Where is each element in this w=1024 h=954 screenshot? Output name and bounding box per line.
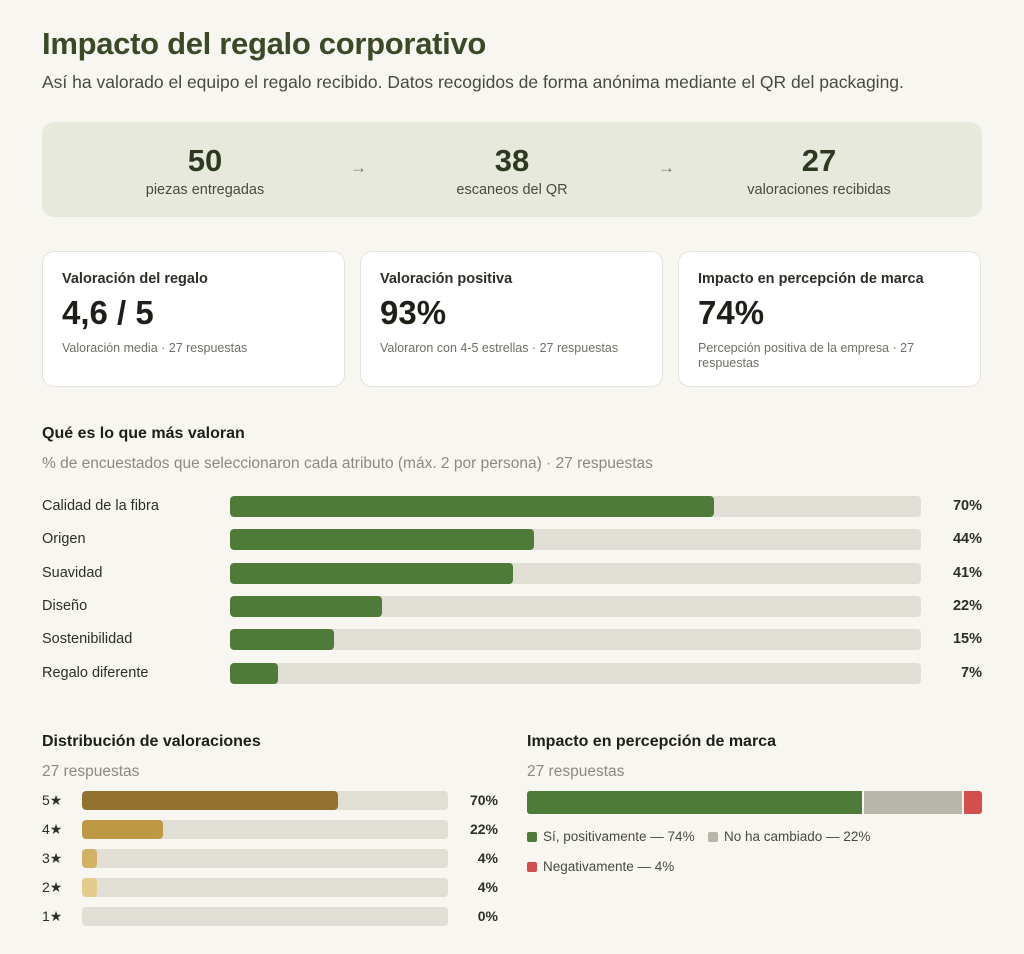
kpi-card-positive: Valoración positiva 93% Valoraron con 4-… xyxy=(360,251,663,387)
funnel-step-label: escaneos del QR xyxy=(456,182,568,198)
attribute-label: Diseño xyxy=(42,598,88,614)
attribute-bar-row: Suavidad 41% xyxy=(42,563,982,585)
attributes-subtitle: % de encuestados que seleccionaron cada … xyxy=(42,455,653,472)
rating-bar-row: 3★ 4% xyxy=(42,849,498,869)
rating-bar-track xyxy=(82,907,448,926)
arrow-right-icon: → xyxy=(350,158,367,177)
attribute-bar xyxy=(230,663,279,684)
rating-bar-track xyxy=(82,791,448,810)
legend-label: Negativamente — 4% xyxy=(543,859,675,874)
kpi-title: Impacto en percepción de marca xyxy=(698,271,924,287)
attribute-bar-track xyxy=(230,563,921,584)
legend-swatch xyxy=(527,862,537,872)
kpi-value: 74% xyxy=(698,294,765,331)
attribute-bar-track xyxy=(230,529,921,550)
attribute-bar xyxy=(230,629,334,650)
funnel-step-value: 38 xyxy=(494,143,530,178)
attribute-bar xyxy=(230,496,714,517)
arrow-right-icon: → xyxy=(658,158,675,177)
attribute-label: Regalo diferente xyxy=(42,665,149,681)
legend-swatch xyxy=(708,832,718,842)
rating-bar xyxy=(82,820,163,839)
attribute-label: Calidad de la fibra xyxy=(42,498,159,514)
rating-bar-row: 4★ 22% xyxy=(42,820,498,840)
page-title: Impacto del regalo corporativo xyxy=(42,26,487,61)
rating-value-label: 4% xyxy=(477,879,498,895)
attribute-bar xyxy=(230,529,535,550)
attribute-bar-track xyxy=(230,629,921,650)
attribute-label: Sostenibilidad xyxy=(42,631,133,647)
attribute-value-label: 41% xyxy=(952,565,982,581)
attribute-value-label: 22% xyxy=(952,598,982,614)
rating-bar-row: 1★ 0% xyxy=(42,907,498,927)
rating-bar-track xyxy=(82,820,448,839)
kpi-value: 93% xyxy=(380,294,447,331)
ratings-subtitle: 27 respuestas xyxy=(42,763,140,780)
rating-value-label: 0% xyxy=(477,908,498,924)
kpi-subtext: Valoraron con 4-5 estrellas · 27 respues… xyxy=(380,341,619,355)
perception-subtitle: 27 respuestas xyxy=(527,763,625,780)
legend-label: Sí, positivamente — 74% xyxy=(543,829,695,844)
attribute-bar-row: Sostenibilidad 15% xyxy=(42,629,982,651)
ratings-title: Distribución de valoraciones xyxy=(42,733,261,750)
legend-item: Negativamente — 4% xyxy=(527,859,674,874)
attribute-bar-row: Diseño 22% xyxy=(42,596,982,618)
rating-bar xyxy=(82,849,97,868)
kpi-card-rating: Valoración del regalo 4,6 / 5 Valoración… xyxy=(42,251,345,387)
kpi-card-brand-impact: Impacto en percepción de marca 74% Perce… xyxy=(678,251,981,387)
funnel-panel: 50 piezas entregadas → 38 escaneos del Q… xyxy=(42,122,982,217)
rating-star-label: 2★ xyxy=(42,879,63,895)
attribute-bar-track xyxy=(230,596,921,617)
perception-segment-unchanged xyxy=(863,791,962,814)
perception-segment-positive xyxy=(527,791,862,814)
attribute-value-label: 15% xyxy=(952,631,982,647)
rating-value-label: 70% xyxy=(469,792,498,808)
attribute-bar-row: Calidad de la fibra 70% xyxy=(42,496,982,518)
legend-item: No ha cambiado — 22% xyxy=(708,829,870,844)
funnel-step-label: piezas entregadas xyxy=(145,182,265,198)
page-subtitle: Así ha valorado el equipo el regalo reci… xyxy=(42,72,904,92)
rating-star-label: 1★ xyxy=(42,908,63,924)
funnel-step-label: valoraciones recibidas xyxy=(747,182,891,198)
attribute-bar-track xyxy=(230,663,921,684)
kpi-title: Valoración del regalo xyxy=(62,271,208,287)
attribute-bar xyxy=(230,596,383,617)
legend-item: Sí, positivamente — 74% xyxy=(527,829,695,844)
attribute-bar-row: Regalo diferente 7% xyxy=(42,663,982,685)
legend-label: No ha cambiado — 22% xyxy=(724,829,871,844)
rating-bar xyxy=(82,791,339,810)
funnel-step-value: 50 xyxy=(187,143,223,178)
attribute-bar-row: Origen 44% xyxy=(42,529,982,551)
kpi-title: Valoración positiva xyxy=(380,271,513,287)
funnel-step-delivered: 50 piezas entregadas xyxy=(85,142,325,198)
rating-star-label: 5★ xyxy=(42,792,63,808)
attribute-bar-track xyxy=(230,496,921,517)
funnel-step-value: 27 xyxy=(801,143,837,178)
rating-bar xyxy=(82,878,97,897)
attribute-label: Suavidad xyxy=(42,565,103,581)
perception-segment-negative xyxy=(963,791,982,814)
rating-star-label: 4★ xyxy=(42,821,63,837)
perception-title: Impacto en percepción de marca xyxy=(527,733,776,750)
rating-bar-row: 5★ 70% xyxy=(42,791,498,811)
rating-bar-track xyxy=(82,878,448,897)
rating-bar-row: 2★ 4% xyxy=(42,878,498,898)
rating-bar-track xyxy=(82,849,448,868)
funnel-step-ratings: 27 valoraciones recibidas xyxy=(699,142,939,198)
rating-value-label: 22% xyxy=(469,821,498,837)
rating-value-label: 4% xyxy=(477,850,498,866)
kpi-value: 4,6 / 5 xyxy=(62,294,154,331)
rating-star-label: 3★ xyxy=(42,850,63,866)
legend-swatch xyxy=(527,832,537,842)
attribute-value-label: 7% xyxy=(961,665,982,681)
perception-stacked-bar xyxy=(527,791,982,814)
attribute-bar xyxy=(230,563,514,584)
attribute-value-label: 44% xyxy=(952,531,982,547)
attributes-title: Qué es lo que más valoran xyxy=(42,425,245,442)
attribute-value-label: 70% xyxy=(952,498,982,514)
funnel-step-scans: 38 escaneos del QR xyxy=(392,142,632,198)
kpi-subtext: Valoración media · 27 respuestas xyxy=(62,341,248,355)
kpi-subtext: Percepción positiva de la empresa · 27 r… xyxy=(698,341,915,370)
attribute-label: Origen xyxy=(42,531,86,547)
